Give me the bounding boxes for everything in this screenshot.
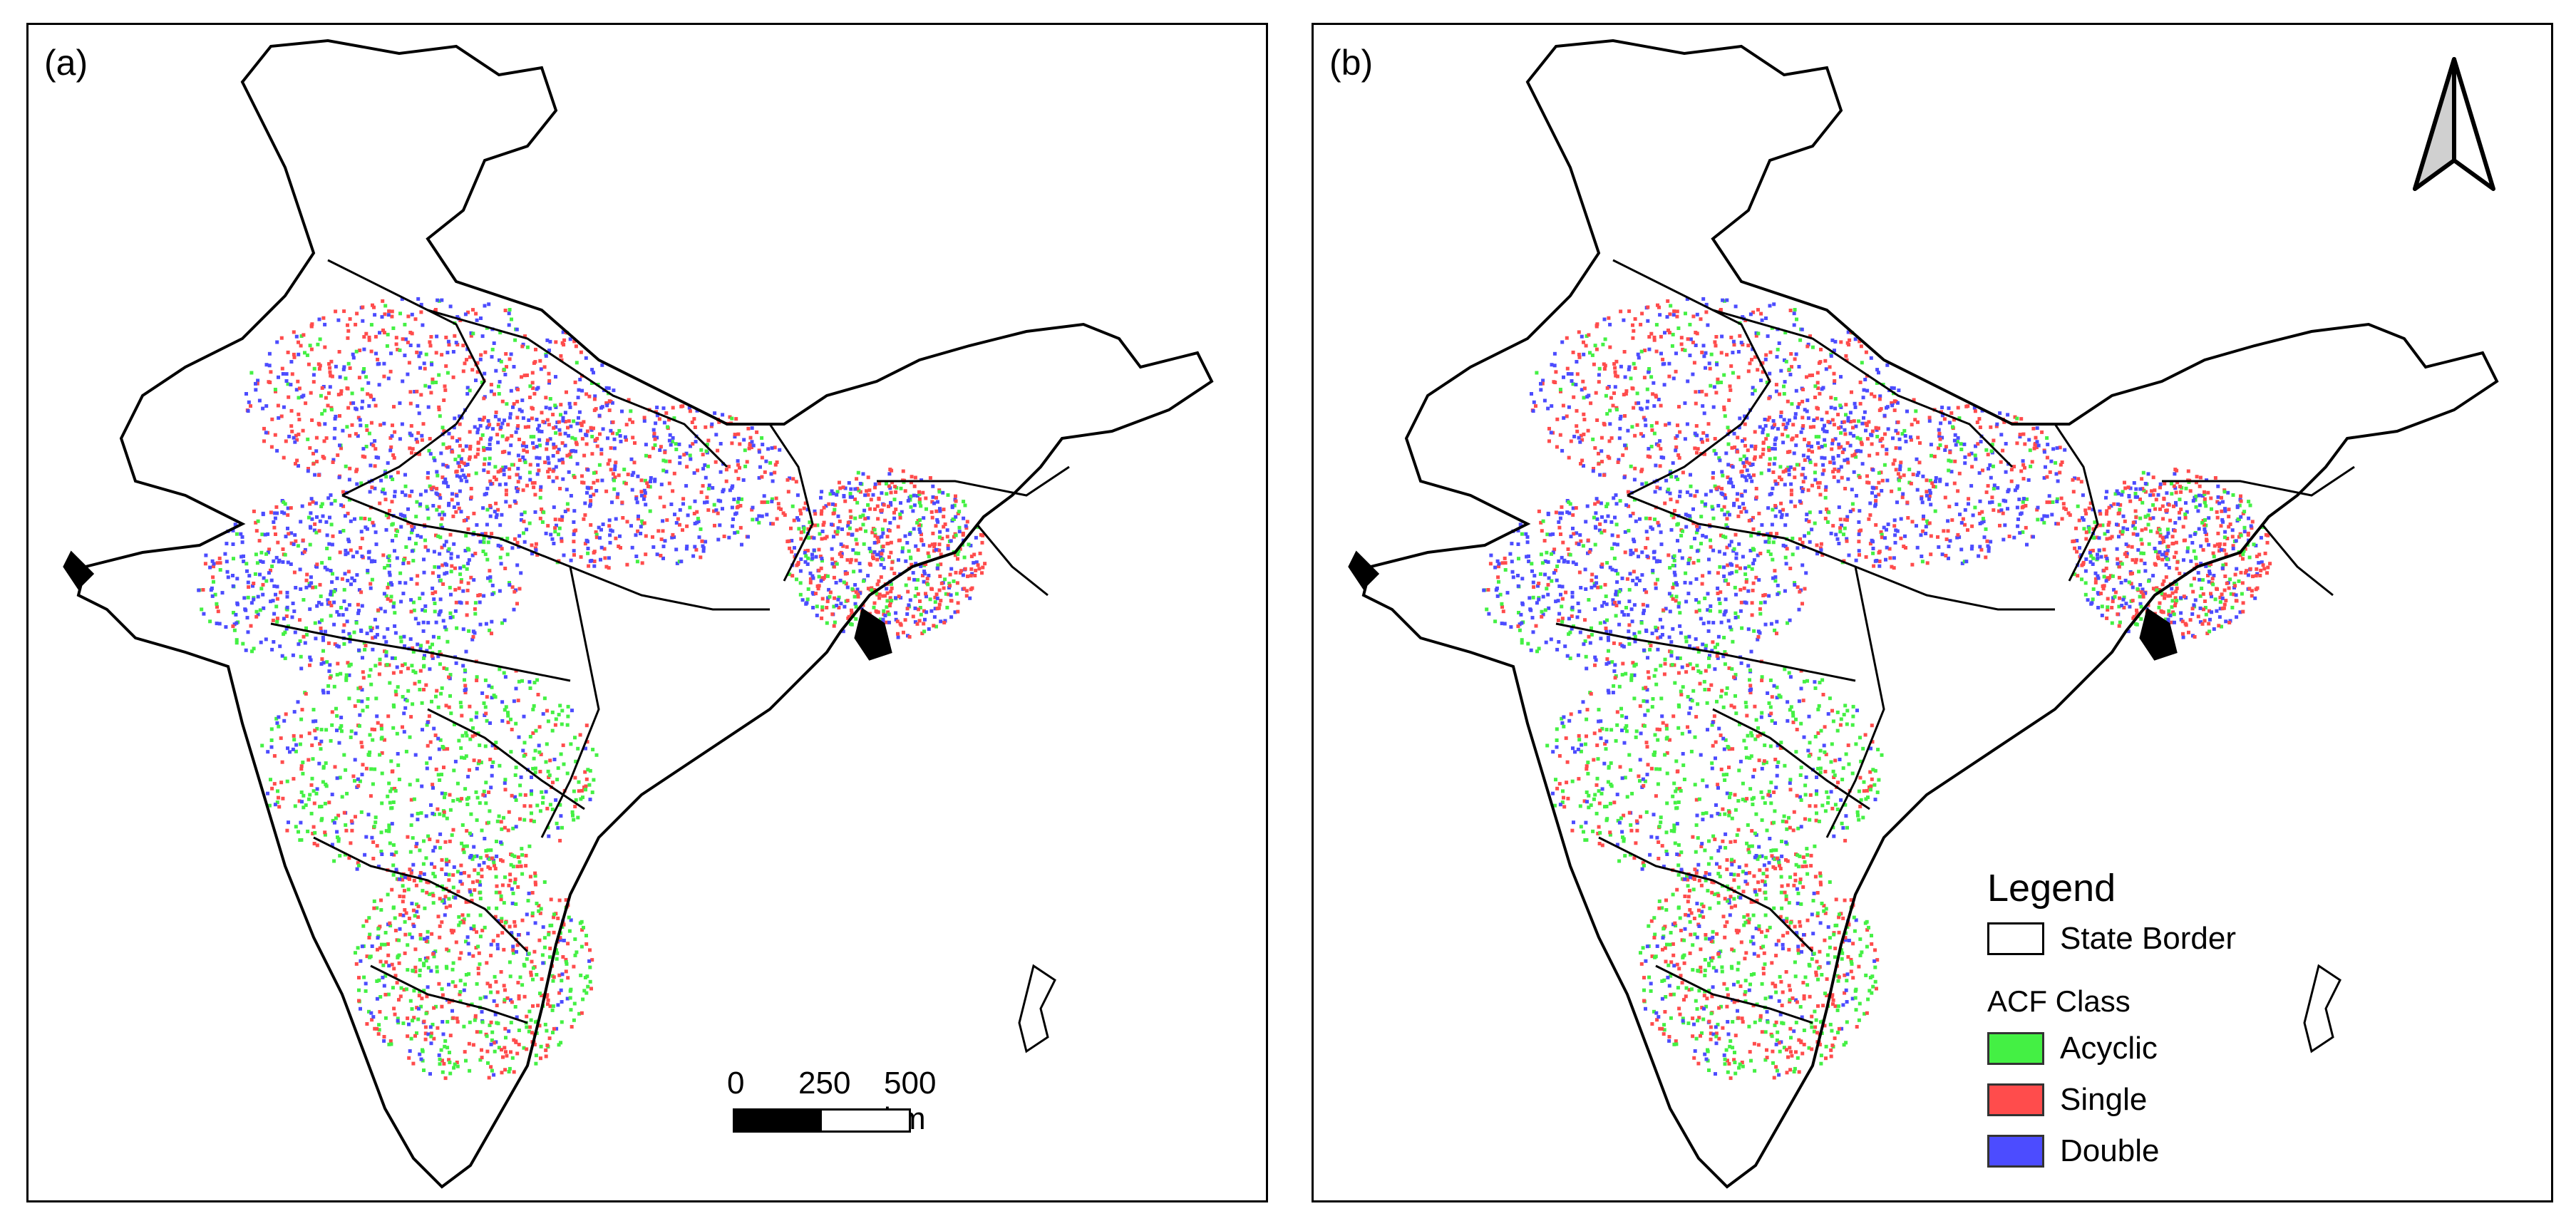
legend-class-title: ACF Class <box>1987 984 2131 1018</box>
scale-label-250: 250 <box>798 1066 851 1101</box>
scale-label-0: 0 <box>727 1066 745 1101</box>
map-panel-a: (a) 0 250 500 km <box>26 23 1268 1202</box>
legend-label-single: Single <box>2060 1082 2148 1117</box>
legend-label-acyclic: Acyclic <box>2060 1031 2158 1066</box>
double-swatch <box>1987 1135 2044 1168</box>
legend-label-state-border: State Border <box>2060 921 2237 956</box>
india-map-b <box>1348 38 2499 1189</box>
acyclic-swatch <box>1987 1032 2044 1065</box>
legend-item-state-border: State Border <box>1987 913 2258 964</box>
legend-item-double: Double <box>1987 1125 2258 1177</box>
panel-label-b: (b) <box>1329 43 1374 83</box>
map-panel-b: (b) Legend State Border ACF Class Acycli… <box>1312 23 2553 1202</box>
crop-class-pixels-a <box>197 297 987 1081</box>
legend-item-single: Single <box>1987 1074 2258 1125</box>
state-borders-a <box>63 38 1214 1189</box>
legend-item-acyclic: Acyclic <box>1987 1023 2258 1074</box>
panel-label-a: (a) <box>44 43 88 83</box>
scale-bar-graphic <box>733 1108 911 1133</box>
north-arrow-icon <box>2413 57 2495 191</box>
legend-title: Legend <box>1987 867 2116 910</box>
state-borders-b <box>1348 38 2499 1189</box>
legend: Legend State Border ACF Class Acyclic Si… <box>1987 866 2258 1177</box>
india-map-a <box>63 38 1214 1189</box>
legend-label-double: Double <box>2060 1133 2160 1168</box>
scale-bar: 0 250 500 km <box>699 1066 936 1137</box>
single-swatch <box>1987 1083 2044 1116</box>
state-border-swatch <box>1987 922 2044 955</box>
